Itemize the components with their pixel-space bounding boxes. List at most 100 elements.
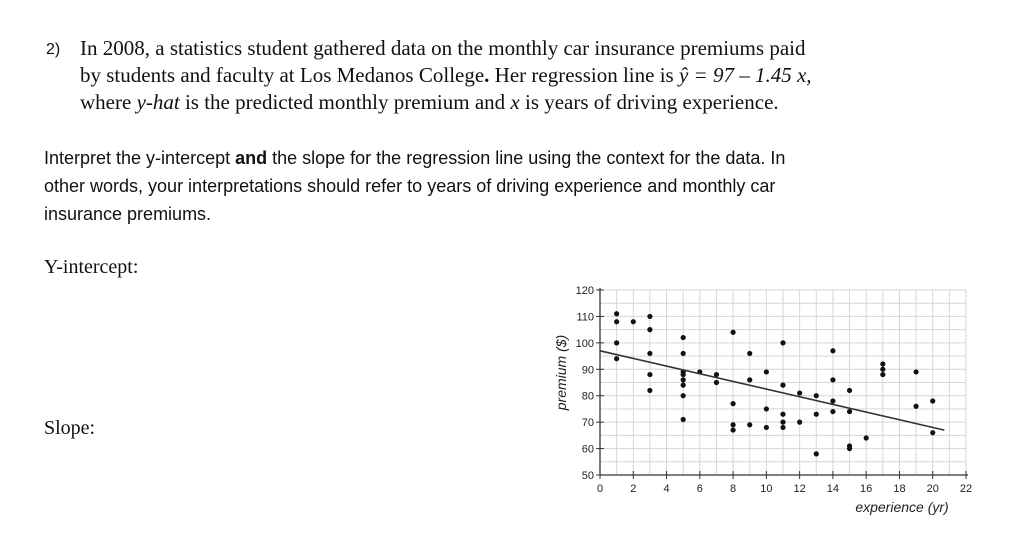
y-tick-label: 120: [576, 285, 594, 297]
y-axis-title: premium ($): [553, 335, 569, 411]
chart-axes: [599, 288, 968, 476]
question-text-run: .: [484, 63, 490, 87]
y-tick-label: 100: [576, 338, 594, 350]
question-text-run: In 2008, a statistics student gathered d…: [80, 36, 806, 60]
x-tick-label: 4: [663, 483, 669, 495]
data-point: [880, 361, 886, 367]
data-point: [747, 422, 753, 428]
data-point: [830, 398, 836, 404]
x-axis-title: experience (yr): [855, 499, 948, 515]
data-point: [680, 416, 686, 423]
x-tick-label: 16: [860, 483, 872, 495]
y-tick-label: 50: [582, 470, 594, 482]
instructions-line: other words, your interpretations should…: [44, 172, 944, 200]
data-point: [680, 334, 686, 341]
data-point: [797, 390, 803, 396]
chart-grid: [599, 289, 967, 476]
x-tick-label: 12: [794, 483, 806, 495]
x-tick-label: 2: [630, 483, 636, 495]
data-point: [813, 393, 819, 399]
data-point: [647, 371, 653, 378]
y-tick-label: 90: [582, 364, 594, 376]
x-tick-label: 18: [893, 483, 905, 495]
data-point: [797, 419, 803, 425]
question-line: by students and faculty at Los Medanos C…: [80, 62, 812, 89]
data-point: [880, 371, 886, 378]
y-tick-label: 60: [582, 444, 594, 456]
chart-ticks: 0 2 4 6 8 10 12 14 16 18 20 22 50 60 70 80 90 100 110 120: [576, 285, 972, 495]
chart-points: [614, 311, 936, 457]
data-point: [930, 398, 936, 404]
data-point: [763, 369, 769, 375]
question-text-run: is years of driving experience.: [519, 90, 779, 114]
data-point: [713, 379, 720, 386]
data-point: [830, 377, 836, 383]
data-point: [614, 340, 620, 346]
instructions-text-run: insurance premiums.: [44, 204, 212, 224]
question-line: where y-hat is the predicted monthly pre…: [80, 89, 812, 116]
data-point: [846, 408, 853, 415]
data-point: [880, 366, 886, 372]
regression-line: [599, 350, 945, 431]
data-point: [730, 329, 736, 335]
question-text: In 2008, a statistics student gathered d…: [80, 35, 812, 116]
data-point: [680, 382, 686, 388]
data-point: [730, 422, 736, 428]
data-point: [846, 387, 853, 394]
data-point: [780, 411, 786, 417]
x-tick-label: 22: [960, 483, 972, 495]
y-tick-label: 80: [582, 391, 594, 403]
data-point: [863, 435, 869, 441]
x-tick-label: 0: [597, 483, 603, 495]
x-tick-label: 20: [927, 483, 939, 495]
data-point: [680, 393, 686, 399]
instructions-text-run: Interpret the y-intercept: [44, 148, 236, 168]
data-point: [747, 350, 753, 357]
y-tick-label: 70: [582, 417, 594, 429]
question-text-run: by students and faculty at Los Medanos C…: [80, 63, 485, 87]
scatter-chart: 0 2 4 6 8 10 12 14 16 18 20 22 50 60 70 80 90 100 110 120 e…: [553, 285, 972, 515]
data-point: [630, 319, 636, 325]
data-point: [763, 424, 769, 431]
data-point: [647, 313, 653, 320]
data-point: [780, 424, 786, 431]
y-tick-label: 110: [576, 311, 594, 323]
instructions-text-run: and: [235, 148, 268, 168]
x-tick-label: 14: [827, 483, 839, 495]
instructions-text-run: other words, your interpretations should…: [44, 176, 776, 196]
data-point: [780, 419, 786, 425]
x-tick-label: 8: [730, 483, 736, 495]
x-tick-label: 10: [760, 483, 772, 495]
instructions-text: Interpret the y-intercept and the slope …: [44, 144, 944, 228]
data-point: [647, 327, 653, 333]
data-point: [730, 401, 736, 407]
data-point: [780, 340, 786, 346]
data-point: [830, 348, 836, 354]
data-point: [780, 382, 786, 388]
chart-regression: [599, 350, 945, 431]
question-text-run: y-hat: [136, 90, 180, 114]
data-point: [647, 350, 653, 357]
data-point: [614, 356, 620, 362]
question-text-run: is the predicted monthly premium and: [179, 90, 511, 114]
data-point: [730, 427, 736, 433]
data-point: [813, 411, 819, 417]
instructions-line: Interpret the y-intercept and the slope …: [44, 144, 944, 172]
data-point: [763, 406, 769, 412]
x-tick-label: 6: [697, 483, 703, 495]
data-point: [647, 387, 653, 394]
question-text-run: Her regression line is: [489, 63, 679, 87]
data-point: [913, 403, 919, 409]
question-line: In 2008, a statistics student gathered d…: [80, 35, 812, 62]
data-point: [813, 451, 819, 457]
data-point: [614, 319, 620, 325]
data-point: [846, 443, 853, 449]
question-text-run: ŷ = 97 – 1.45 x,: [678, 63, 812, 87]
data-point: [930, 430, 936, 436]
slope-label: Slope:: [44, 417, 96, 439]
data-point: [830, 408, 836, 415]
y-intercept-label: Y-intercept:: [44, 256, 139, 278]
question-number: 2): [46, 41, 61, 58]
instructions-line: insurance premiums.: [44, 200, 944, 228]
question-text-run: where: [80, 90, 137, 114]
